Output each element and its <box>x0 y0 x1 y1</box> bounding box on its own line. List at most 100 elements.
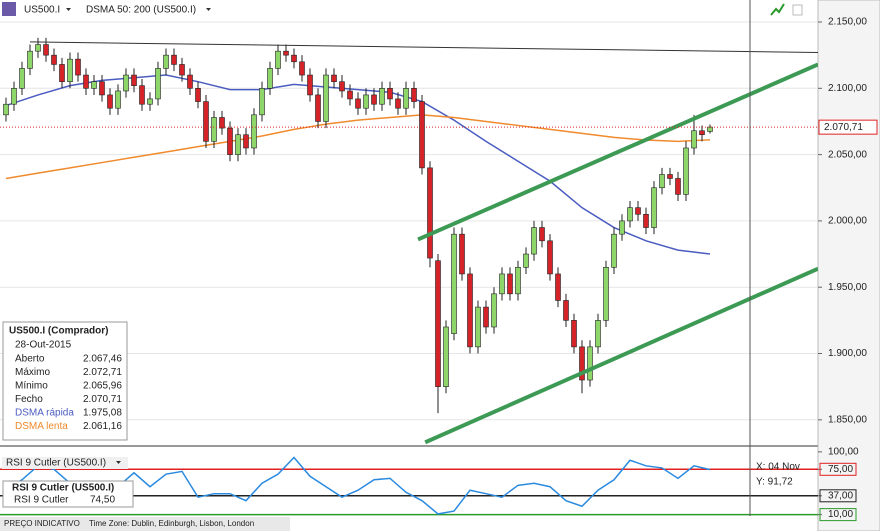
y-tick-label: 2.000,00 <box>828 216 867 227</box>
price-axis-panel <box>817 0 880 531</box>
info-label: Aberto <box>15 354 45 365</box>
trendline <box>417 62 818 242</box>
info-date: 28-Out-2015 <box>15 340 72 351</box>
crosshair-y: Y: 91,72 <box>756 477 793 488</box>
footer-timezone: Time Zone: Dublin, Edinburgh, Lisbon, Lo… <box>89 519 254 528</box>
candle-body <box>635 207 641 215</box>
indicator[interactable]: DSMA 50: 200 (US500.I) <box>86 5 196 16</box>
candle-body <box>251 114 257 149</box>
info-value: 2.072,71 <box>83 367 122 378</box>
candle-body <box>203 101 209 142</box>
candle-body <box>523 253 529 268</box>
candle-body <box>139 85 145 105</box>
dropdown-arrow[interactable] <box>206 8 211 11</box>
candle-body <box>179 64 185 76</box>
candle-body <box>603 267 609 321</box>
candle-body <box>27 50 33 69</box>
trend-icon[interactable] <box>770 3 785 16</box>
candle-body <box>339 81 345 92</box>
candle-body <box>595 320 601 348</box>
candle-body <box>123 74 129 92</box>
crosshair-x: X: 04 Nov <box>756 462 800 473</box>
candle-body <box>115 90 121 109</box>
candle-body <box>419 101 425 169</box>
info-label: Fecho <box>15 394 43 405</box>
candle-body <box>291 54 297 63</box>
y-tick-label: 37,00 <box>828 490 853 501</box>
candle-body <box>411 88 417 102</box>
candle-body <box>371 94 377 105</box>
candle-body <box>627 207 633 222</box>
candle-body <box>539 227 545 242</box>
y-tick-label: 1.850,00 <box>828 414 867 425</box>
symbol-icon[interactable] <box>2 2 16 16</box>
info-label: DSMA lenta <box>15 421 68 432</box>
candle-body <box>331 74 337 82</box>
candle-body <box>323 74 329 122</box>
candle-body <box>11 88 17 105</box>
candle-body <box>427 167 433 259</box>
candle-body <box>651 187 657 228</box>
y-tick-label: 100,00 <box>828 447 859 458</box>
candle-body <box>347 90 353 100</box>
info-label: Mínimo <box>15 381 48 392</box>
candle-body <box>235 134 241 155</box>
candle-body <box>579 346 585 381</box>
info-label: DSMA rápida <box>15 408 74 419</box>
candle-body <box>515 267 521 295</box>
window-icon[interactable] <box>792 4 803 16</box>
candle-body <box>443 326 449 387</box>
candle-body <box>67 58 73 82</box>
candle-body <box>571 320 577 348</box>
info-title: US500.I (Comprador) <box>9 326 108 337</box>
candle-body <box>155 68 161 100</box>
info-box-frame <box>2 321 128 441</box>
level-box <box>819 462 857 476</box>
candle-body <box>611 233 617 268</box>
candle-body <box>243 134 249 149</box>
candle-body <box>531 227 537 255</box>
candle-body <box>587 346 593 381</box>
rsi-legend-title: RSI 9 Cutler (US500.I) <box>12 483 114 494</box>
series-line <box>5 114 711 180</box>
dropdown-arrow[interactable] <box>116 461 121 464</box>
symbol[interactable]: US500.I <box>24 5 60 16</box>
candle-body <box>491 293 497 328</box>
y-tick-label: 2.100,00 <box>828 83 867 94</box>
candle-body <box>163 54 169 69</box>
info-value: 1.975,08 <box>83 408 122 419</box>
candle-body <box>459 233 465 275</box>
rsi-header <box>2 457 128 469</box>
candle-body <box>299 61 305 76</box>
footer <box>0 517 290 531</box>
y-tick-label: 1.900,00 <box>828 348 867 359</box>
info-box: US500.I (Comprador) 28-Out-2015 Aberto 2.… <box>2 321 128 441</box>
candle-body <box>19 68 25 89</box>
trendline <box>29 41 818 54</box>
rsi-title[interactable]: RSI 9 Cutler (US500.I) <box>6 458 106 469</box>
candle-body <box>267 68 273 89</box>
candle-body <box>659 174 665 189</box>
candle-body <box>683 147 689 195</box>
candle-body <box>387 88 393 100</box>
rsi-legend-name: RSI 9 Cutler <box>14 495 69 506</box>
candle-body <box>307 74 313 96</box>
candle-body <box>51 54 57 65</box>
candle-body <box>467 273 473 348</box>
candle-body <box>507 273 513 295</box>
info-label: Máximo <box>15 367 50 378</box>
rsi-legend <box>2 480 134 508</box>
y-tick-label: 2.050,00 <box>828 149 867 160</box>
candle-body <box>483 306 489 328</box>
candle-body <box>499 273 505 295</box>
candle-body <box>403 88 409 109</box>
info-value: 2.067,46 <box>83 354 122 365</box>
candle-body <box>379 88 385 105</box>
candle-body <box>35 44 41 52</box>
level-box <box>819 489 857 503</box>
footer-mode: PREÇO INDICATIVO <box>4 519 80 528</box>
dropdown-arrow[interactable] <box>66 8 71 11</box>
candle-body <box>83 74 89 89</box>
candle-body <box>547 240 553 275</box>
